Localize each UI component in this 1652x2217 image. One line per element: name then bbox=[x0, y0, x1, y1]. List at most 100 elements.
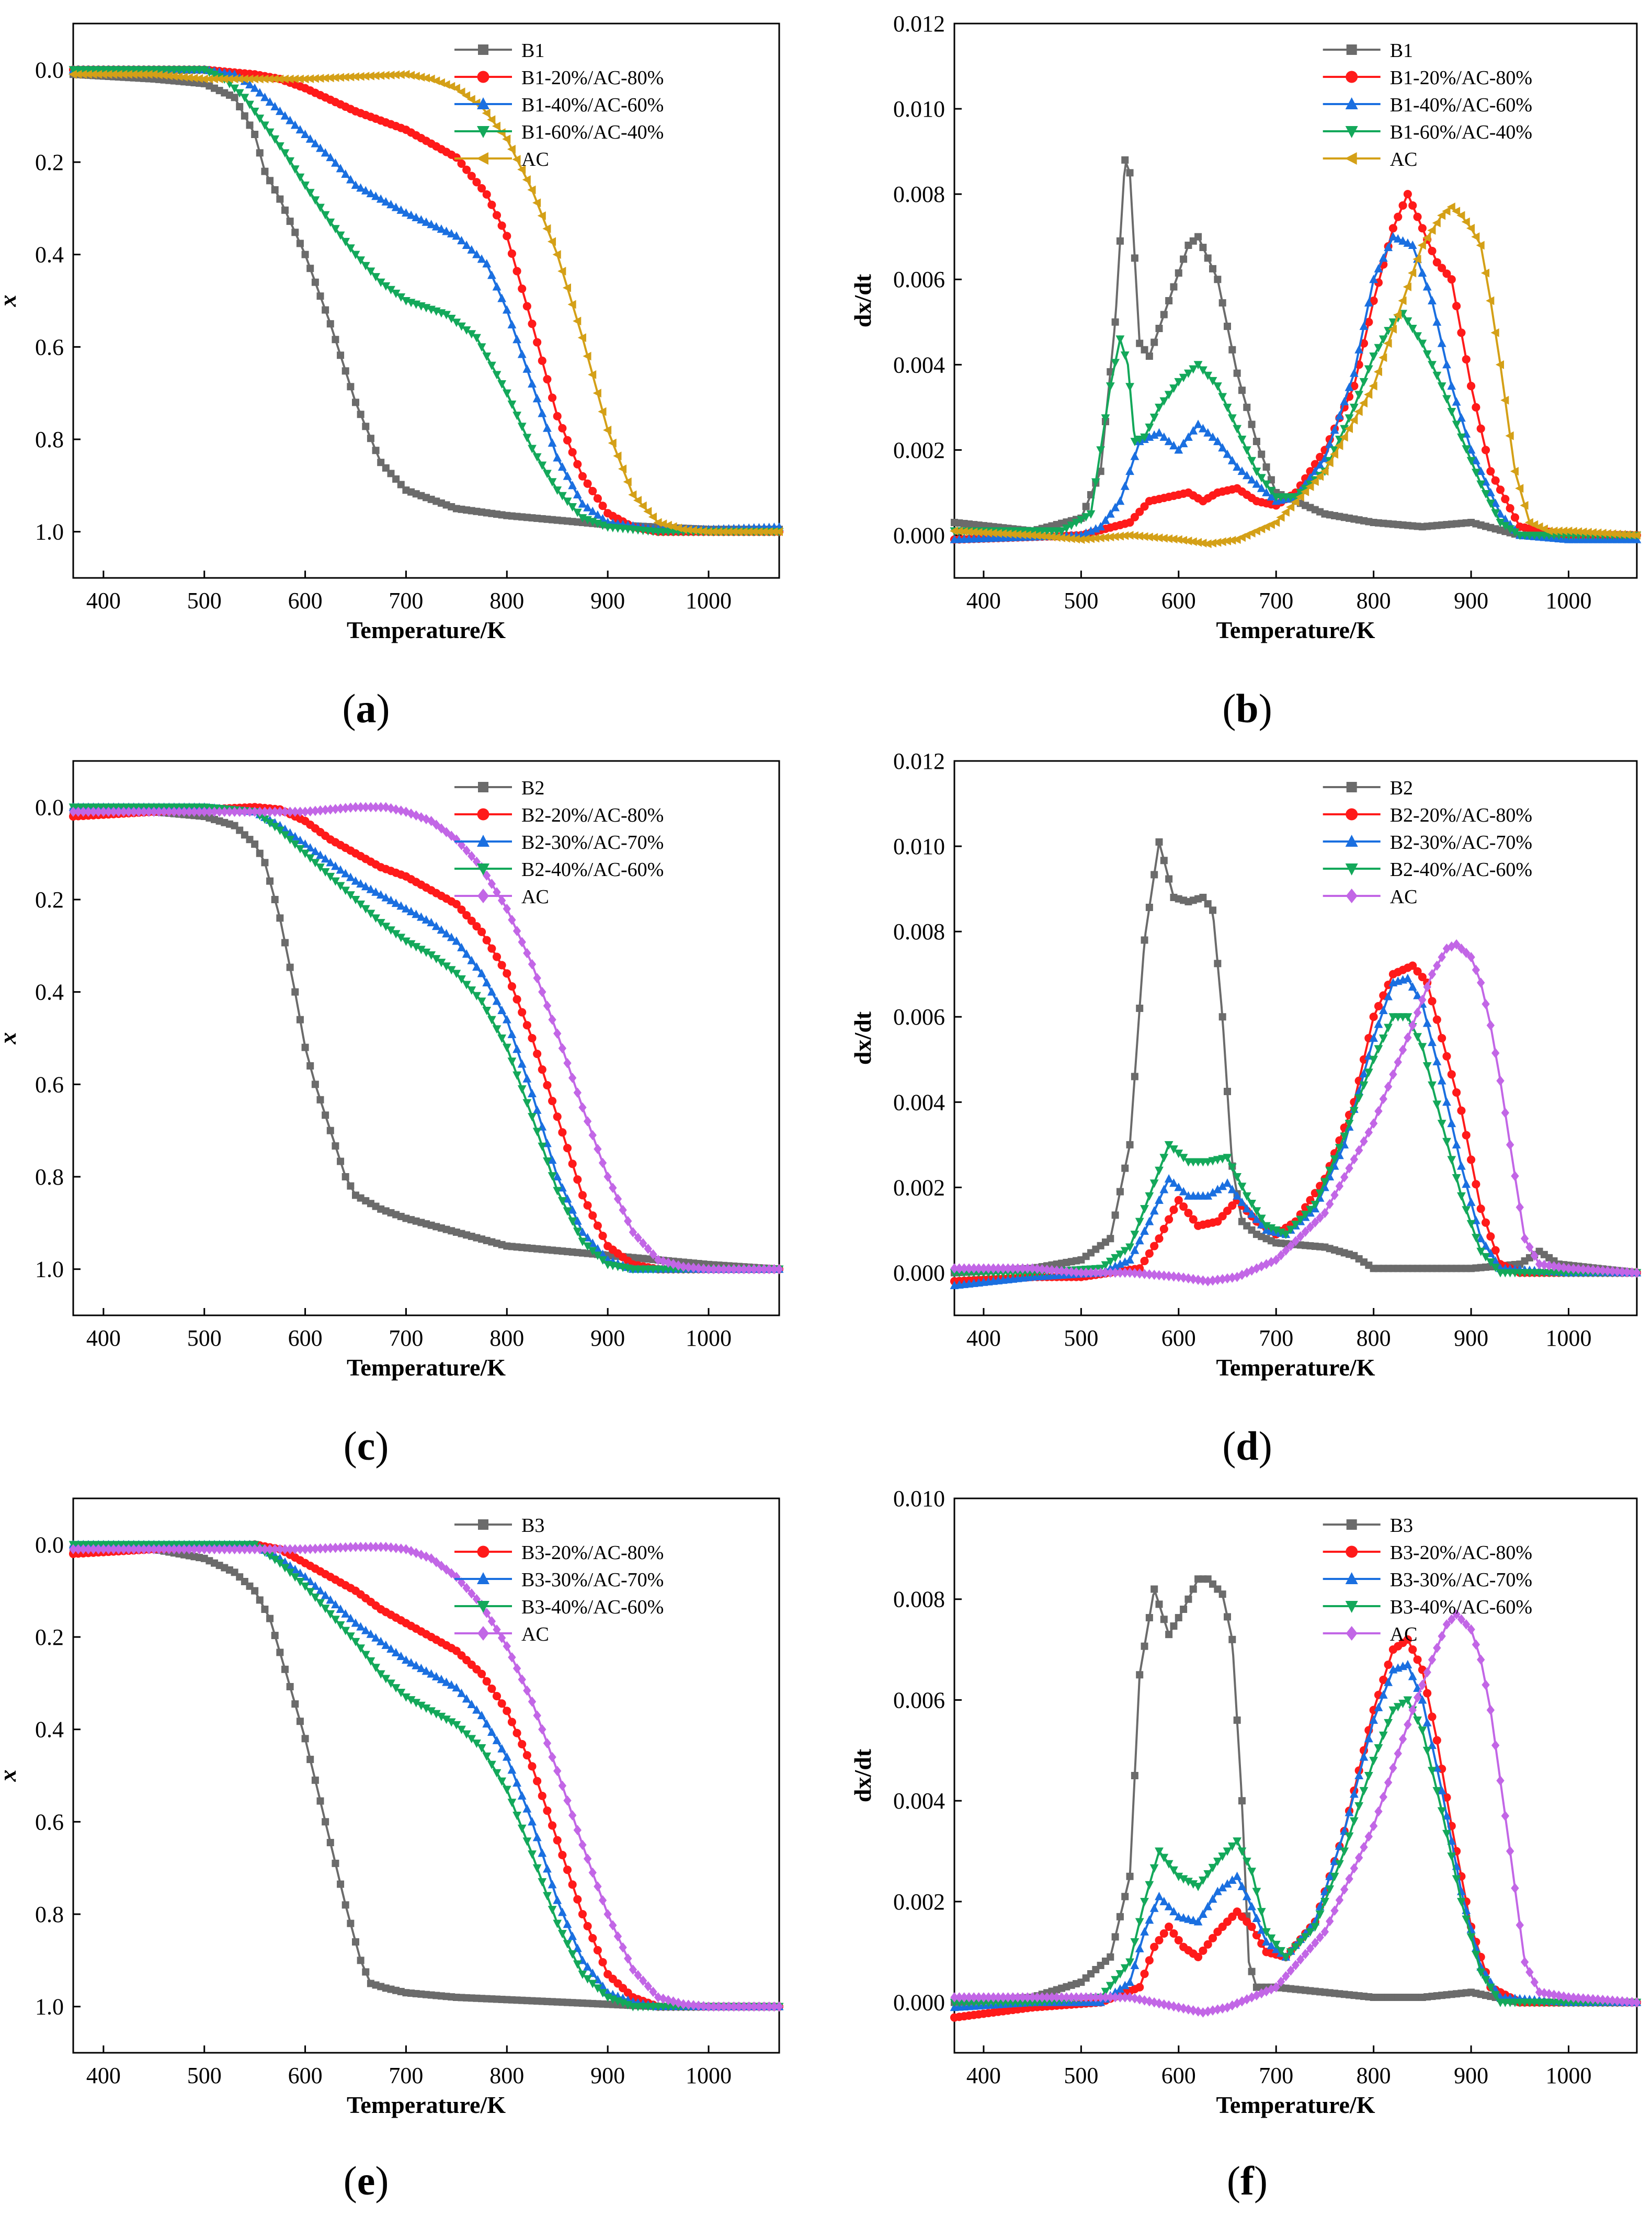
data-point bbox=[361, 1541, 370, 1552]
legend-label: B3-30%/AC-70% bbox=[521, 1569, 664, 1591]
data-point bbox=[1364, 390, 1373, 399]
data-point bbox=[1510, 467, 1519, 476]
data-point bbox=[1486, 1704, 1495, 1715]
data-point bbox=[558, 1043, 567, 1054]
data-point bbox=[376, 278, 385, 287]
data-point bbox=[507, 144, 516, 154]
data-point bbox=[1214, 276, 1222, 283]
y-tick-label: 0.004 bbox=[893, 1788, 945, 1814]
data-point bbox=[583, 1116, 592, 1127]
data-point bbox=[1271, 1940, 1281, 1949]
data-point bbox=[286, 828, 295, 837]
data-point bbox=[457, 1725, 466, 1734]
data-point bbox=[1452, 1875, 1461, 1884]
data-point bbox=[664, 1995, 673, 2006]
data-point bbox=[245, 100, 254, 109]
data-point bbox=[1140, 1995, 1149, 2006]
data-point bbox=[1169, 1907, 1178, 1916]
data-point bbox=[1233, 369, 1241, 377]
data-point bbox=[523, 948, 531, 959]
data-point bbox=[1131, 1073, 1138, 1081]
data-point bbox=[457, 87, 465, 97]
data-point bbox=[1160, 857, 1168, 865]
data-point bbox=[336, 803, 345, 814]
data-point bbox=[1183, 536, 1192, 545]
data-point bbox=[1428, 295, 1437, 304]
data-point bbox=[548, 1906, 557, 1915]
data-point bbox=[1403, 1635, 1412, 1644]
data-point bbox=[1028, 531, 1036, 540]
data-point bbox=[396, 1652, 406, 1661]
data-point bbox=[467, 1735, 476, 1744]
data-point bbox=[245, 806, 254, 817]
data-point bbox=[321, 148, 330, 157]
data-point bbox=[371, 802, 380, 813]
data-point bbox=[1574, 1264, 1582, 1275]
data-point bbox=[1145, 423, 1154, 432]
data-point bbox=[321, 868, 330, 877]
data-point bbox=[1242, 1204, 1251, 1213]
data-point bbox=[553, 1836, 562, 1845]
data-point bbox=[1125, 531, 1134, 540]
data-point bbox=[1617, 530, 1626, 539]
data-point bbox=[1233, 462, 1242, 471]
data-point bbox=[517, 165, 526, 174]
data-point bbox=[1145, 432, 1154, 441]
data-point bbox=[532, 453, 542, 462]
data-point bbox=[593, 1946, 602, 1954]
data-point bbox=[517, 349, 527, 358]
data-point bbox=[518, 1674, 526, 1685]
data-point bbox=[532, 1833, 542, 1841]
data-point bbox=[563, 1940, 572, 1949]
data-point bbox=[1330, 425, 1339, 434]
data-point bbox=[497, 1632, 506, 1643]
data-point bbox=[487, 361, 496, 370]
data-point bbox=[603, 1909, 612, 1919]
data-point bbox=[245, 74, 254, 84]
data-point bbox=[1037, 531, 1046, 541]
data-point bbox=[1403, 973, 1412, 982]
data-point bbox=[487, 200, 496, 209]
data-point bbox=[1237, 467, 1247, 475]
data-point bbox=[1091, 533, 1100, 543]
data-point bbox=[356, 1644, 366, 1653]
data-point bbox=[1237, 436, 1247, 445]
data-point bbox=[583, 503, 592, 511]
legend-entry: B2-40%/AC-60% bbox=[454, 859, 664, 881]
data-point bbox=[603, 425, 612, 435]
data-point bbox=[346, 244, 355, 253]
data-point bbox=[568, 1931, 577, 1940]
y-tick-label: 0.010 bbox=[893, 834, 945, 859]
data-point bbox=[300, 74, 309, 84]
data-point bbox=[1632, 531, 1640, 540]
data-point bbox=[291, 1700, 299, 1708]
data-point bbox=[1316, 1212, 1324, 1223]
data-point bbox=[1378, 353, 1387, 362]
data-point bbox=[1130, 531, 1138, 540]
data-point bbox=[1203, 371, 1213, 380]
data-point bbox=[1413, 1007, 1422, 1018]
data-point bbox=[351, 1638, 360, 1646]
data-point bbox=[633, 496, 642, 505]
data-point bbox=[1511, 1883, 1519, 1894]
data-point bbox=[1237, 1197, 1247, 1206]
data-point bbox=[457, 1688, 466, 1697]
data-point bbox=[1359, 399, 1368, 408]
data-point bbox=[528, 445, 537, 453]
data-point bbox=[1286, 1241, 1295, 1251]
data-point bbox=[322, 1111, 329, 1119]
data-point bbox=[593, 389, 601, 398]
data-point bbox=[1408, 325, 1417, 334]
data-point bbox=[1608, 1995, 1617, 2006]
series-AC bbox=[69, 1541, 783, 2012]
legend-label: B2 bbox=[521, 777, 544, 799]
data-point bbox=[1462, 355, 1471, 364]
y-tick-label: 0.4 bbox=[35, 980, 64, 1005]
data-point bbox=[1067, 521, 1076, 530]
data-point bbox=[507, 249, 516, 258]
data-point bbox=[573, 1825, 582, 1836]
data-point bbox=[1277, 1947, 1285, 1955]
data-point bbox=[503, 903, 511, 914]
data-point bbox=[1072, 1267, 1080, 1278]
data-point bbox=[1335, 1895, 1344, 1905]
